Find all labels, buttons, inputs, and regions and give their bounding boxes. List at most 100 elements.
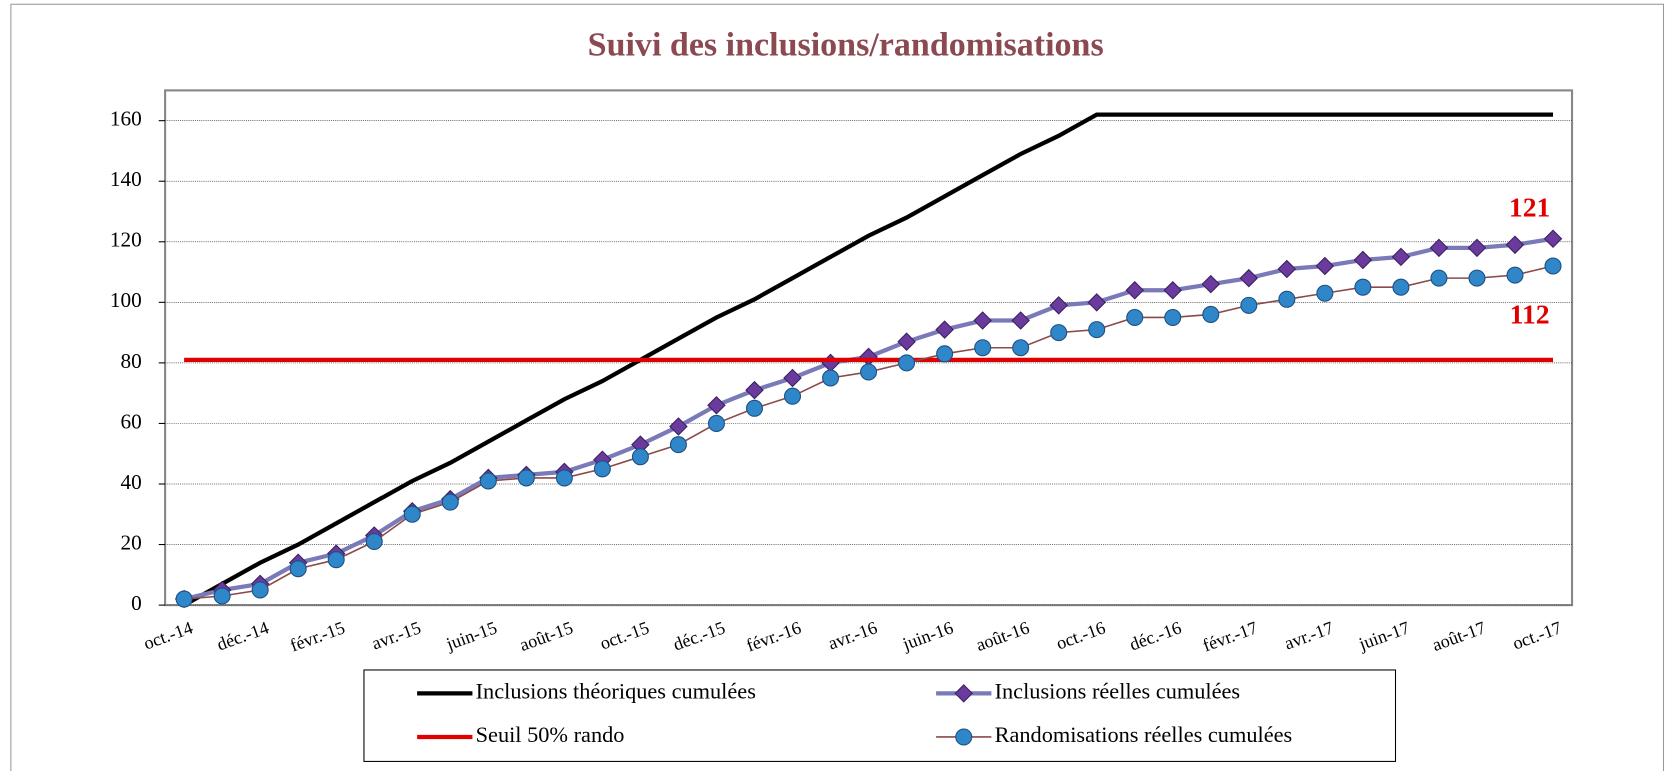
series-line	[183, 112, 1554, 607]
x-tick-label: oct.-15	[597, 617, 651, 653]
series-marker	[1392, 278, 1410, 296]
series-marker	[821, 353, 840, 373]
series-marker	[822, 369, 840, 387]
series-marker	[935, 320, 954, 339]
x-tick-label: août-17	[1430, 617, 1489, 655]
legend-label: Inclusions théoriques cumulées	[476, 678, 756, 703]
series-marker	[251, 581, 269, 599]
y-tick-label: 0	[131, 591, 142, 615]
legend-marker	[954, 684, 974, 703]
x-tick-label: avr.-16	[825, 617, 879, 653]
series-marker	[784, 387, 802, 405]
y-tick-label: 80	[120, 349, 141, 373]
series-marker	[403, 505, 421, 523]
series-marker	[1391, 247, 1411, 267]
series-marker	[1506, 266, 1524, 284]
y-tick-label: 120	[110, 228, 142, 252]
series-marker	[707, 396, 726, 415]
series-marker	[1544, 257, 1562, 275]
series-marker	[1202, 305, 1220, 323]
legend-label: Randomisations réelles cumulées	[995, 722, 1293, 747]
y-tick-label: 60	[120, 409, 141, 433]
series-marker	[1467, 238, 1487, 258]
series-marker	[365, 533, 383, 551]
series-marker	[517, 469, 535, 487]
series-marker	[1505, 235, 1525, 255]
series-marker	[1315, 256, 1335, 276]
series-marker	[669, 417, 688, 436]
x-tick-label: avr.-17	[1282, 617, 1336, 653]
series-marker	[1087, 293, 1106, 312]
series-marker	[1011, 311, 1030, 330]
x-tick-label: août-15	[517, 617, 576, 655]
series-marker	[593, 460, 611, 478]
x-tick-label: déc.-14	[214, 617, 271, 654]
series-marker	[1050, 324, 1068, 342]
series-marker	[1354, 278, 1372, 296]
y-tick-label: 100	[110, 288, 142, 312]
legend-marker	[955, 728, 973, 746]
series-marker	[1201, 274, 1221, 294]
x-tick-label: juin-17	[1355, 617, 1412, 654]
y-tick-label: 20	[120, 530, 141, 554]
series-marker	[1277, 259, 1297, 279]
series-line	[184, 265, 1554, 600]
series-marker	[1240, 296, 1258, 314]
series-marker	[859, 347, 878, 367]
x-tick-label: août-16	[973, 617, 1032, 655]
series-marker	[1049, 296, 1068, 315]
legend-box	[363, 669, 1397, 762]
series-marker	[898, 354, 916, 372]
series-marker	[745, 399, 763, 417]
series-marker	[1088, 321, 1106, 339]
x-tick-label: févr.-17	[1200, 617, 1260, 655]
y-tick-label: 140	[110, 167, 142, 191]
series-marker	[1239, 268, 1259, 288]
x-tick-label: oct.-14	[141, 617, 195, 653]
annotation: 112	[1510, 298, 1550, 329]
series-marker	[936, 345, 954, 363]
series-marker	[707, 414, 725, 432]
series-marker	[1429, 238, 1449, 258]
legend-label: Inclusions réelles cumulées	[995, 678, 1241, 703]
x-tick-label: déc.-15	[670, 617, 727, 654]
annotation: 121	[1509, 191, 1550, 222]
chart-border	[10, 3, 1665, 771]
series-marker	[327, 551, 345, 569]
series-marker	[175, 590, 193, 608]
x-tick-label: juin-15	[443, 617, 500, 654]
series-marker	[1316, 284, 1334, 302]
series-marker	[1012, 339, 1030, 357]
series-marker	[555, 469, 573, 487]
series-marker	[974, 339, 992, 357]
series-marker	[1126, 308, 1144, 326]
series-marker	[289, 560, 307, 578]
x-tick-label: oct.-16	[1054, 617, 1108, 653]
series-marker	[1430, 269, 1448, 287]
series-marker	[1468, 269, 1486, 287]
series-marker	[897, 332, 916, 351]
series-marker	[973, 311, 992, 330]
series-marker	[669, 436, 687, 454]
x-tick-label: févr.-15	[287, 617, 347, 655]
series-marker	[1164, 308, 1182, 326]
series-marker	[1543, 229, 1563, 249]
series-marker	[1163, 280, 1183, 300]
x-tick-label: déc.-16	[1127, 617, 1184, 654]
series-marker	[1278, 290, 1296, 308]
x-tick-label: oct.-17	[1510, 617, 1564, 653]
chart-title: Suivi des inclusions/randomisations	[588, 27, 1104, 64]
series-marker	[631, 448, 649, 466]
series-marker	[441, 493, 459, 511]
series-marker	[860, 363, 878, 381]
series-marker	[213, 587, 231, 605]
series-marker	[479, 472, 497, 490]
x-tick-label: juin-16	[899, 617, 956, 654]
series-marker	[1125, 280, 1145, 300]
series-marker	[783, 368, 802, 388]
x-tick-label: avr.-15	[369, 617, 423, 653]
legend-label: Seuil 50% rando	[476, 722, 625, 747]
series-marker	[1353, 250, 1373, 270]
y-tick-label: 40	[120, 470, 141, 494]
